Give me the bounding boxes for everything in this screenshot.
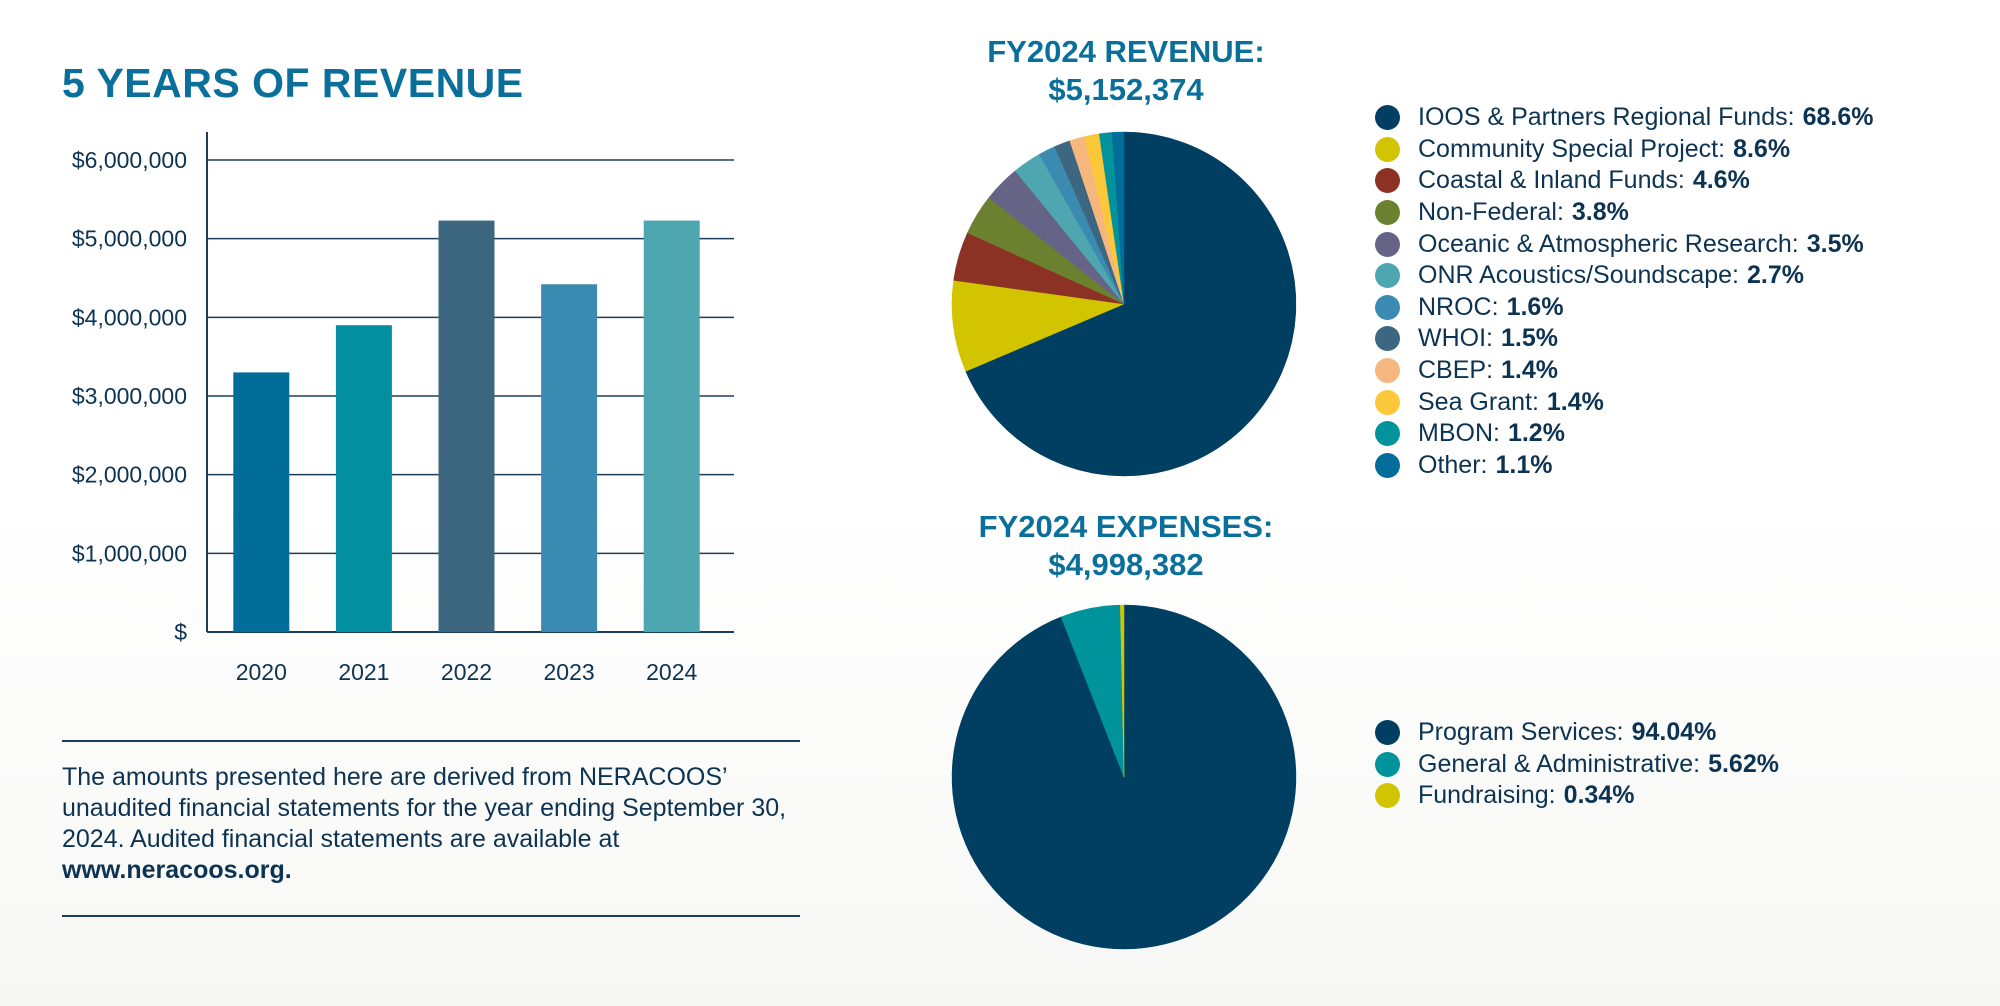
revenue-legend-item: Coastal & Inland Funds: 4.6% [1375,165,1873,197]
legend-percent: 3.8% [1571,198,1629,227]
legend-label: WHOI: [1418,324,1493,353]
legend-label: General & Administrative: [1418,749,1701,778]
y-tick-label: $2,000,000 [72,462,187,488]
legend-percent: 0.34% [1563,781,1635,810]
expenses-slice-2 [1120,604,1125,778]
legend-swatch [1375,105,1400,131]
bar-2020 [233,372,290,632]
revenue-pie-legend: IOOS & Partners Regional Funds: 68.6% Comm… [1375,102,1873,481]
bar-chart-title: 5 YEARS OF REVENUE [62,60,524,106]
footnote-text: The amounts presented here are derived f… [62,763,787,853]
legend-label: Non-Federal: [1418,198,1564,227]
expenses-pie-total: $4,998,382 [1048,547,1204,582]
y-tick-label: $6,000,000 [72,147,187,173]
x-tick-label: 2022 [441,659,492,685]
expenses-legend-item: Program Services: 94.04% [1375,717,1779,749]
legend-swatch [1375,168,1400,194]
legend-label: CBEP: [1418,356,1494,385]
footnote-bottom-rule [62,915,800,917]
y-tick-label: $1,000,000 [72,540,187,566]
legend-percent: 1.2% [1507,419,1565,448]
legend-swatch [1375,231,1400,257]
expenses-pie-legend: Program Services: 94.04% General & Adminis… [1375,717,1779,812]
revenue-legend-item: WHOI: 1.5% [1375,323,1873,355]
x-tick-label: 2024 [646,659,697,685]
legend-label: IOOS & Partners Regional Funds: [1418,103,1795,132]
legend-percent: 1.4% [1501,356,1559,385]
legend-percent: 1.4% [1546,387,1604,416]
legend-percent: 1.5% [1501,324,1558,353]
bar-2023 [541,284,598,632]
x-tick-label: 2023 [544,659,595,685]
legend-label: Coastal & Inland Funds: [1418,166,1685,195]
expenses-pie-title-line1: FY2024 EXPENSES: [978,509,1274,544]
revenue-legend-item: Community Special Project: 8.6% [1375,134,1873,166]
revenue-pie-total: $5,152,374 [1048,72,1204,107]
revenue-pie-title-line1: FY2024 REVENUE: [987,34,1265,69]
expenses-pie-chart [951,604,1297,950]
legend-swatch [1375,421,1400,447]
x-tick-label: 2020 [236,659,287,685]
legend-swatch [1375,294,1400,320]
legend-label: MBON: [1418,419,1500,448]
revenue-pie-title: FY2024 REVENUE: $5,152,374 [896,33,1356,109]
revenue-bar-chart: $ $1,000,000 $2,000,000 $3,000,000 $4,000,00… [72,132,734,685]
x-tick-label: 2021 [338,659,389,685]
legend-label: Oceanic & Atmospheric Research: [1418,229,1799,258]
legend-swatch [1375,389,1400,415]
bar-2024 [643,220,700,632]
expenses-legend-item: Fundraising: 0.34% [1375,780,1779,812]
legend-label: Program Services: [1418,718,1624,747]
legend-label: ONR Acoustics/Soundscape: [1418,261,1739,290]
y-tick-label: $3,000,000 [72,383,187,409]
revenue-pie-chart [951,131,1297,477]
legend-percent: 1.1% [1495,450,1553,479]
legend-swatch [1375,358,1400,384]
legend-label: Other: [1418,450,1488,479]
legend-label: Fundraising: [1418,781,1556,810]
legend-swatch [1375,751,1400,777]
expenses-pie-title: FY2024 EXPENSES: $4,998,382 [896,508,1356,584]
legend-percent: 5.62% [1708,749,1779,778]
expenses-legend-item: General & Administrative: 5.62% [1375,749,1779,781]
revenue-slice-1 [951,280,1125,372]
legend-swatch [1375,452,1400,478]
footnote-link[interactable]: www.neracoos.org. [62,856,292,884]
legend-swatch [1375,263,1400,289]
legend-percent: 2.7% [1747,261,1804,290]
legend-percent: 3.5% [1806,229,1864,258]
revenue-legend-item: Oceanic & Atmospheric Research: 3.5% [1375,228,1873,260]
y-tick-label: $4,000,000 [72,304,187,330]
revenue-legend-item: ONR Acoustics/Soundscape: 2.7% [1375,260,1873,292]
revenue-legend-item: CBEP: 1.4% [1375,355,1873,387]
y-tick-label: $ [174,619,187,645]
legend-swatch [1375,720,1400,746]
legend-percent: 8.6% [1733,134,1791,163]
y-tick-label: $5,000,000 [72,226,187,252]
revenue-slice-0 [965,131,1297,477]
legend-swatch [1375,136,1400,162]
legend-percent: 94.04% [1631,718,1717,747]
revenue-slice-11 [1111,131,1125,305]
revenue-legend-item: IOOS & Partners Regional Funds: 68.6% [1375,102,1873,134]
legend-label: Sea Grant: [1418,387,1539,416]
legend-percent: 1.6% [1506,292,1564,321]
revenue-legend-item: Sea Grant: 1.4% [1375,386,1873,418]
footnote-top-rule [62,740,800,742]
revenue-legend-item: NROC: 1.6% [1375,292,1873,324]
bar-2021 [335,325,392,632]
legend-percent: 68.6% [1802,103,1874,132]
expenses-slice-0 [951,604,1297,950]
legend-label: NROC: [1418,292,1499,321]
revenue-legend-item: MBON: 1.2% [1375,418,1873,450]
legend-swatch [1375,200,1400,226]
legend-swatch [1375,783,1400,809]
revenue-legend-item: Non-Federal: 3.8% [1375,197,1873,229]
revenue-legend-item: Other: 1.1% [1375,450,1873,482]
legend-swatch [1375,326,1400,352]
legend-label: Community Special Project: [1418,134,1726,163]
bar-2022 [438,220,495,632]
legend-percent: 4.6% [1692,166,1750,195]
footnote: The amounts presented here are derived f… [62,762,822,886]
